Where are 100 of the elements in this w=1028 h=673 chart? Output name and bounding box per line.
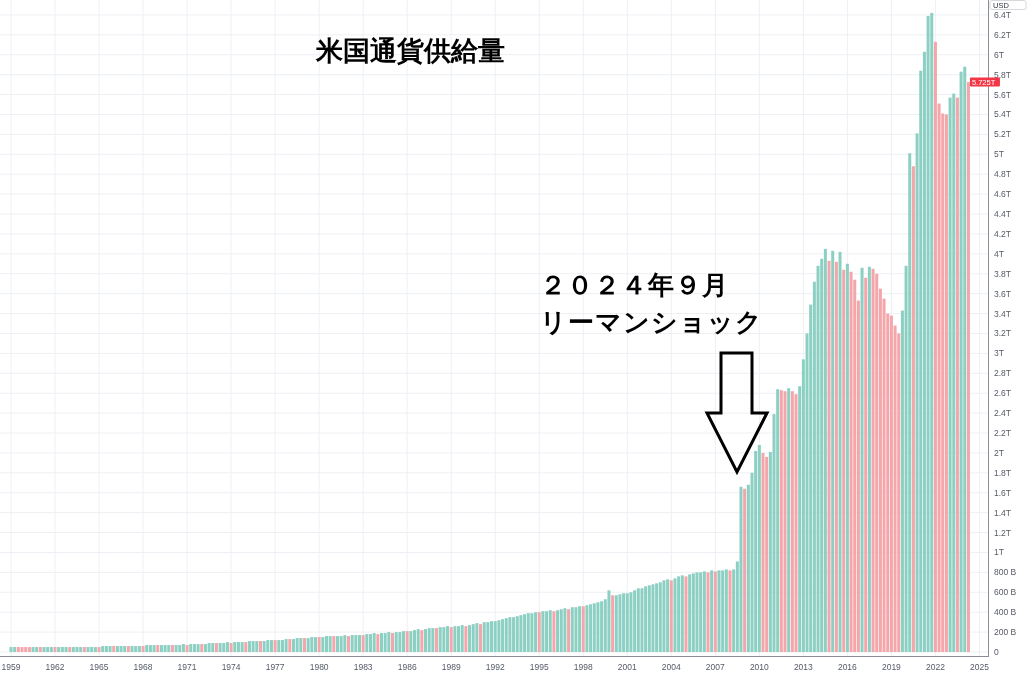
bar [651,584,655,653]
bar [875,273,879,653]
bar [680,575,684,653]
y-tick-label: 5.8T [994,69,1012,80]
bar [324,636,328,653]
bar [442,627,446,653]
x-tick-label: 1998 [573,662,593,672]
bar [523,614,527,653]
bar [31,647,35,653]
bar [948,97,952,653]
bar [908,153,912,653]
bar [365,634,369,653]
bar [152,645,156,653]
y-tick-label: 4.4T [994,209,1012,220]
bar [585,605,589,653]
y-tick-label: 1.8T [994,467,1012,478]
bar [192,644,196,653]
y-tick-label: 3.6T [994,288,1012,299]
bar [350,635,354,653]
y-tick-label: 5.6T [994,89,1012,100]
y-tick-label: 5.2T [994,129,1012,140]
bar [357,635,361,653]
bar [926,15,930,653]
bar [684,576,688,653]
x-tick-label: 2016 [837,662,858,672]
bar [24,647,28,653]
bar [361,635,365,653]
y-tick-label: 6T [994,49,1004,60]
bar [332,636,336,653]
bar [486,622,490,653]
bar [93,647,97,653]
bar [911,166,915,653]
bar [658,582,662,653]
y-tick-label: 5.4T [994,109,1012,120]
bar [644,586,648,653]
bar [633,590,637,653]
x-tick-label: 1983 [353,662,373,672]
bar [842,269,846,653]
bar [134,646,138,653]
bar [453,626,457,653]
bar [9,647,13,653]
bar [464,626,468,653]
bar [493,621,497,653]
bar [512,617,516,653]
y-tick-label: 3T [994,348,1004,359]
y-tick-label: 2.2T [994,428,1012,439]
bar [739,486,743,653]
bar [369,634,372,653]
bar [761,452,765,653]
bar [963,66,967,653]
bar [497,620,501,653]
y-tick-label: 5T [994,149,1004,160]
bar [222,643,226,653]
bar [108,646,112,653]
bar [60,647,64,653]
x-tick-label: 1971 [177,662,197,672]
bar [592,603,596,653]
bar [867,266,871,653]
bar [765,456,769,653]
bar [343,635,347,653]
bar [394,632,398,653]
bar [475,623,479,653]
bar [688,574,692,653]
bar [57,647,61,653]
bar [163,645,167,653]
x-tick-label: 1989 [441,662,461,672]
bar [457,626,461,653]
bar [724,569,728,653]
y-tick-label: 4.8T [994,169,1012,180]
bar [930,12,934,653]
bar [574,607,578,653]
bar [952,93,956,653]
x-tick-label: 1959 [1,662,21,672]
bar [431,628,435,653]
bar [662,580,666,653]
x-tick-label: 1962 [45,662,65,672]
bar [427,628,431,653]
bar [339,636,343,653]
x-tick-label: 2025 [969,662,990,672]
bar [376,634,380,653]
y-tick-label: 200 B [994,627,1017,638]
y-tick-label: 4T [994,248,1004,259]
bar [702,571,706,653]
x-tick-label: 1986 [397,662,417,672]
bar [955,97,959,653]
x-tick-label: 1977 [265,662,285,672]
bar [321,637,325,653]
bar [42,647,46,653]
bar [266,640,270,653]
bar [655,583,659,653]
x-tick-label: 1995 [529,662,549,672]
bar [273,640,277,653]
bar [207,643,211,653]
bar [306,638,310,653]
bar [181,644,185,653]
bar [468,625,472,653]
bar [618,594,622,653]
x-tick-label: 1974 [221,662,241,672]
y-tick-label: 3.2T [994,328,1012,339]
y-tick-label: 6.2T [994,29,1012,40]
